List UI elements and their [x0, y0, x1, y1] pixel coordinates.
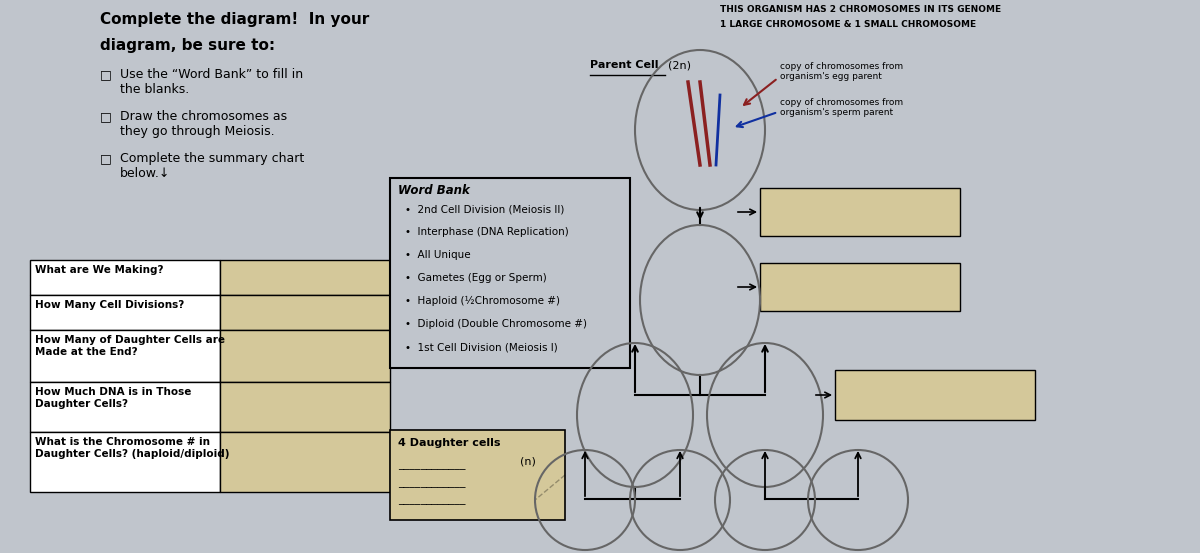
- Text: copy of chromosomes from
organism's sperm parent: copy of chromosomes from organism's sper…: [780, 98, 904, 117]
- Bar: [390, 430, 565, 520]
- Text: How Many of Daughter Cells are
Made at the End?: How Many of Daughter Cells are Made at t…: [35, 335, 226, 357]
- Text: •  1st Cell Division (Meiosis I): • 1st Cell Division (Meiosis I): [406, 342, 558, 352]
- Text: diagram, be sure to:: diagram, be sure to:: [100, 38, 275, 53]
- Text: THIS ORGANISM HAS 2 CHROMOSOMES IN ITS GENOME: THIS ORGANISM HAS 2 CHROMOSOMES IN ITS G…: [720, 5, 1001, 14]
- Text: How Many Cell Divisions?: How Many Cell Divisions?: [35, 300, 185, 310]
- Bar: [30, 432, 220, 492]
- Text: □: □: [100, 68, 112, 81]
- Text: Word Bank: Word Bank: [398, 184, 470, 197]
- Text: ____________: ____________: [398, 495, 466, 505]
- Text: What is the Chromosome # in
Daughter Cells? (haploid/diploid): What is the Chromosome # in Daughter Cel…: [35, 437, 229, 458]
- Text: •  Diploid (Double Chromosome #): • Diploid (Double Chromosome #): [406, 319, 587, 329]
- Bar: [220, 260, 390, 295]
- Bar: [220, 330, 390, 382]
- Bar: [760, 188, 960, 236]
- Text: (2n): (2n): [668, 60, 691, 70]
- Text: Use the “Word Bank” to fill in
the blanks.: Use the “Word Bank” to fill in the blank…: [120, 68, 304, 96]
- Text: Draw the chromosomes as
they go through Meiosis.: Draw the chromosomes as they go through …: [120, 110, 287, 138]
- Bar: [30, 260, 220, 295]
- Text: •  Haploid (½Chromosome #): • Haploid (½Chromosome #): [406, 296, 560, 306]
- Text: Complete the summary chart
below.↓: Complete the summary chart below.↓: [120, 152, 305, 180]
- Text: Parent Cell: Parent Cell: [590, 60, 659, 70]
- Text: •  All Unique: • All Unique: [406, 250, 470, 260]
- Text: ____________: ____________: [398, 478, 466, 488]
- Bar: [220, 382, 390, 432]
- Bar: [220, 432, 390, 492]
- Bar: [760, 263, 960, 311]
- Bar: [835, 370, 1034, 420]
- Bar: [390, 178, 630, 368]
- Text: (n): (n): [520, 456, 536, 466]
- Bar: [220, 295, 390, 330]
- Text: 1 LARGE CHROMOSOME & 1 SMALL CHROMOSOME: 1 LARGE CHROMOSOME & 1 SMALL CHROMOSOME: [720, 20, 976, 29]
- Text: •  Interphase (DNA Replication): • Interphase (DNA Replication): [406, 227, 569, 237]
- Text: 4 Daughter cells: 4 Daughter cells: [398, 438, 500, 448]
- Text: How Much DNA is in Those
Daughter Cells?: How Much DNA is in Those Daughter Cells?: [35, 387, 191, 409]
- Bar: [30, 382, 220, 432]
- Text: •  2nd Cell Division (Meiosis II): • 2nd Cell Division (Meiosis II): [406, 204, 564, 214]
- Text: □: □: [100, 152, 112, 165]
- Text: •  Gametes (Egg or Sperm): • Gametes (Egg or Sperm): [406, 273, 547, 283]
- Bar: [30, 295, 220, 330]
- Text: What are We Making?: What are We Making?: [35, 265, 163, 275]
- Text: copy of chromosomes from
organism's egg parent: copy of chromosomes from organism's egg …: [780, 62, 904, 81]
- Bar: [30, 330, 220, 382]
- Text: Complete the diagram!  In your: Complete the diagram! In your: [100, 12, 370, 27]
- Text: □: □: [100, 110, 112, 123]
- Text: ____________: ____________: [398, 460, 466, 470]
